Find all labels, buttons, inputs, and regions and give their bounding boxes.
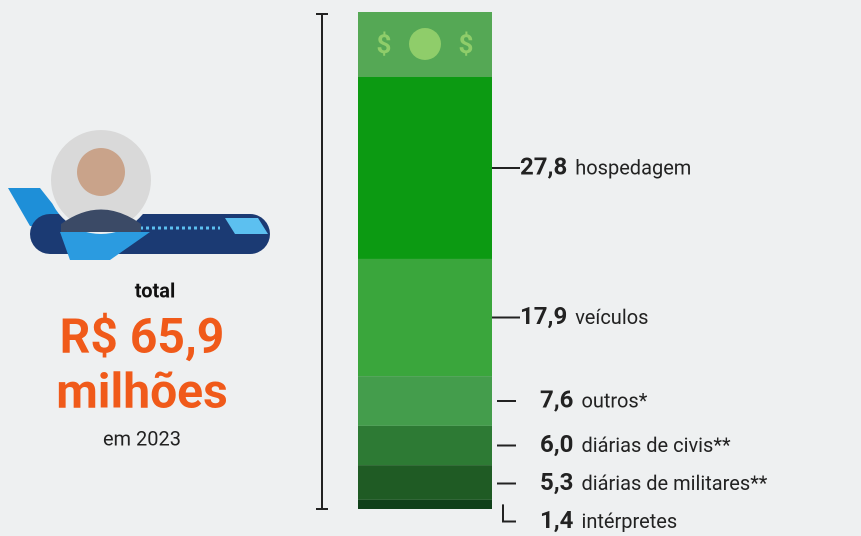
svg-text:$: $: [377, 30, 392, 60]
bar-segment: [358, 376, 492, 426]
value-label: 27,8: [520, 152, 567, 180]
plane-icon: [8, 126, 270, 260]
total-unit: milhões: [56, 363, 228, 420]
svg-text:$: $: [459, 30, 474, 60]
bar-segment: [358, 258, 492, 377]
value-label: 7,6: [540, 385, 573, 413]
category-label: veículos: [575, 305, 648, 329]
category-label: intérpretes: [581, 509, 677, 533]
bracket: [316, 13, 328, 510]
category-label: diárias de civis**: [581, 433, 730, 457]
leader-line: [502, 504, 516, 523]
category-label: diárias de militares**: [581, 471, 767, 495]
bar-segment: [358, 77, 492, 259]
total-period: em 2023: [103, 426, 181, 450]
bar-segment: [358, 499, 492, 509]
bar-segment: [358, 465, 492, 500]
category-label: outros*: [581, 388, 647, 412]
value-label: 5,3: [540, 468, 573, 496]
total-value: R$ 65,9: [60, 308, 225, 365]
bar-segment: [358, 425, 492, 466]
banknote-icon: $ $: [358, 12, 492, 77]
value-label: 17,9: [520, 302, 567, 330]
value-label: 6,0: [540, 430, 573, 458]
value-label: 1,4: [540, 506, 574, 534]
total-label: total: [135, 278, 176, 302]
category-label: hospedagem: [575, 155, 691, 179]
